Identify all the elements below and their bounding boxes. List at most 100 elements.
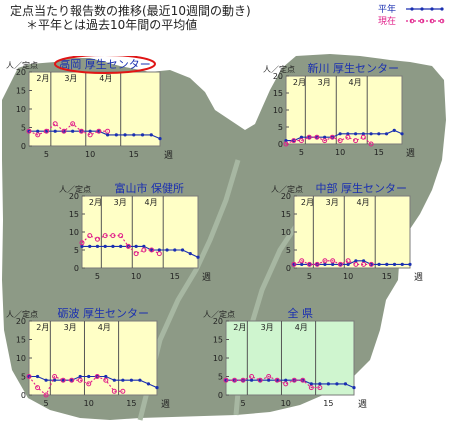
x-tick-label: 5 — [241, 399, 246, 408]
data-point-current — [291, 261, 297, 267]
data-point-normal — [123, 133, 127, 137]
chart-zenken: 2月 3月 4月 0 5 10 15 20 5 10 15 週 人／定点 全 県 — [203, 306, 367, 410]
data-point-current — [52, 374, 58, 379]
y-tick-label: 5 — [21, 124, 26, 133]
data-point-current — [120, 388, 126, 394]
data-point-current — [43, 392, 49, 398]
data-point-current — [111, 388, 117, 394]
data-point-normal — [300, 262, 304, 266]
data-point-normal — [362, 259, 366, 263]
data-point-current — [317, 385, 323, 391]
data-point-normal — [119, 244, 123, 248]
series-line-normal — [82, 245, 199, 258]
chart-toyama-city: 2月 3月 4月 0 5 10 15 20 5 10 15 週 人／定点 富山市 保健所 — [59, 181, 211, 283]
data-point-normal — [106, 133, 110, 137]
month-label: 4月 — [357, 198, 370, 207]
data-point-current — [300, 377, 306, 383]
y-tick-label: 5 — [286, 246, 291, 255]
y-tick-label: 0 — [74, 264, 79, 273]
data-point-current — [125, 243, 131, 249]
series-line-current — [285, 136, 372, 145]
x-axis-unit: 週 — [406, 148, 415, 159]
data-point-normal — [323, 262, 327, 266]
data-point-current — [306, 261, 312, 267]
data-point-current — [102, 233, 108, 239]
month-label: 3月 — [114, 198, 127, 207]
data-point-current — [308, 385, 314, 391]
data-point-normal — [400, 132, 404, 136]
data-point-current — [69, 377, 75, 383]
series-line-normal — [29, 375, 158, 389]
data-point-normal — [134, 244, 138, 248]
series-line-current — [226, 375, 320, 389]
data-point-current — [141, 247, 147, 253]
y-tick-label: 10 — [16, 105, 26, 114]
y-tick-label: 10 — [213, 354, 223, 363]
data-point-current — [337, 138, 343, 144]
data-point-current — [249, 374, 255, 379]
data-point-normal — [111, 244, 115, 248]
data-point-current — [149, 247, 155, 253]
data-point-normal — [97, 129, 101, 133]
chart-chubu: 2月 3月 4月 0 5 10 15 20 5 10 15 週 人／定点 中部 厚生センター — [271, 181, 423, 283]
data-point-current — [77, 377, 83, 383]
x-tick-label: 5 — [44, 150, 49, 159]
data-point-normal — [129, 378, 133, 382]
data-point-normal — [196, 255, 200, 259]
data-point-current — [330, 258, 336, 264]
legend-marker-normal — [440, 7, 444, 11]
x-tick-label: 5 — [95, 272, 100, 281]
x-axis-unit: 週 — [358, 399, 367, 410]
data-point-normal — [87, 374, 91, 379]
chart-title: 富山市 保健所 — [115, 181, 185, 195]
data-point-current — [43, 128, 49, 134]
data-point-normal — [138, 378, 142, 382]
data-point-current — [368, 261, 374, 267]
month-label: 2月 — [89, 198, 102, 207]
month-label: 3月 — [326, 198, 339, 207]
data-point-normal — [354, 132, 358, 136]
y-tick-label: 20 — [16, 317, 26, 326]
y-tick-label: 20 — [69, 192, 79, 201]
y-axis-unit: 人／定点 — [203, 309, 235, 319]
data-point-normal — [88, 244, 92, 248]
y-tick-label: 0 — [278, 140, 283, 149]
data-point-current — [94, 236, 100, 242]
data-point-normal — [392, 128, 396, 132]
data-point-normal — [346, 262, 350, 266]
data-point-current — [223, 377, 229, 383]
y-axis-unit: 人／定点 — [6, 60, 38, 70]
data-point-current — [368, 141, 374, 147]
month-label: 4月 — [145, 198, 158, 207]
data-point-normal — [369, 132, 373, 136]
legend-marker-current — [419, 18, 425, 24]
chart-title: 新川 厚生センター — [308, 61, 400, 75]
data-point-current — [274, 377, 280, 383]
legend-marker-normal — [410, 7, 414, 11]
x-tick-label: 10 — [85, 150, 95, 159]
data-point-normal — [309, 382, 313, 386]
month-label: 4月 — [349, 78, 362, 87]
legend-label-current: 現在 — [378, 15, 396, 27]
y-tick-label: 15 — [273, 89, 283, 98]
data-point-current — [103, 377, 109, 383]
data-point-current — [291, 138, 297, 144]
data-point-current — [133, 251, 139, 257]
x-tick-label: 10 — [281, 399, 291, 408]
data-point-normal — [70, 378, 74, 382]
data-point-current — [87, 233, 93, 239]
y-tick-label: 0 — [218, 391, 223, 400]
x-tick-label: 15 — [323, 399, 333, 408]
x-axis-unit: 週 — [202, 272, 211, 283]
y-axis-unit: 人／定点 — [263, 64, 295, 74]
data-point-normal — [361, 132, 365, 136]
y-tick-label: 20 — [281, 192, 291, 201]
data-point-current — [337, 261, 343, 267]
data-point-current — [86, 381, 92, 387]
data-point-current — [299, 258, 305, 264]
month-label: 4月 — [98, 323, 111, 332]
page-subtitle: ＊平年とは過去10年間の平均値 — [26, 18, 198, 32]
x-tick-label: 5 — [44, 399, 49, 408]
x-axis-unit: 週 — [164, 150, 173, 161]
data-point-current — [78, 128, 84, 134]
